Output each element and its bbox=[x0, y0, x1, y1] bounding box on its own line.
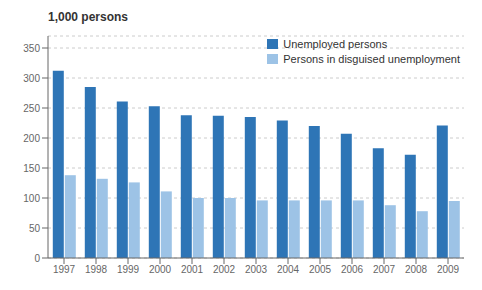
svg-text:50: 50 bbox=[29, 223, 41, 234]
svg-text:2009: 2009 bbox=[437, 264, 460, 275]
svg-text:0: 0 bbox=[34, 253, 40, 264]
svg-text:200: 200 bbox=[23, 133, 40, 144]
svg-text:2001: 2001 bbox=[181, 264, 204, 275]
html-text:Persons in disguised unemploym: Persons in disguised unemployment bbox=[283, 53, 460, 65]
svg-text:250: 250 bbox=[23, 103, 40, 114]
svg-text:2004: 2004 bbox=[277, 264, 300, 275]
svg-text:150: 150 bbox=[23, 163, 40, 174]
html-text:Unemployed persons: Unemployed persons bbox=[283, 38, 388, 50]
svg-text:2007: 2007 bbox=[373, 264, 396, 275]
svg-text:1999: 1999 bbox=[117, 264, 140, 275]
svg-text:300: 300 bbox=[23, 73, 40, 84]
svg-text:100: 100 bbox=[23, 193, 40, 204]
svg-text:2003: 2003 bbox=[245, 264, 268, 275]
svg-text:2005: 2005 bbox=[309, 264, 332, 275]
svg-text:350: 350 bbox=[23, 43, 40, 54]
html-text:1,000 persons: 1,000 persons bbox=[48, 10, 128, 24]
svg-text:1997: 1997 bbox=[53, 264, 76, 275]
svg-text:2000: 2000 bbox=[149, 264, 172, 275]
svg-text:2002: 2002 bbox=[213, 264, 236, 275]
svg-text:2006: 2006 bbox=[341, 264, 364, 275]
svg-text:2008: 2008 bbox=[405, 264, 428, 275]
svg-text:1998: 1998 bbox=[85, 264, 108, 275]
